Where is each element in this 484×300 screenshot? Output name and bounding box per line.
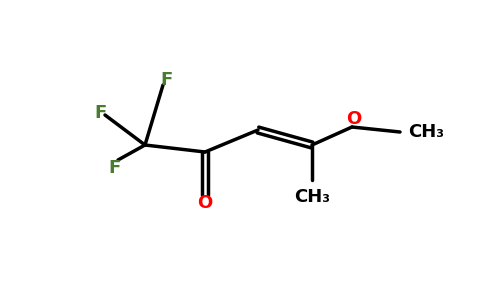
Text: F: F xyxy=(109,159,121,177)
Text: F: F xyxy=(160,71,172,89)
Text: O: O xyxy=(197,194,212,212)
Text: CH₃: CH₃ xyxy=(408,123,444,141)
Text: O: O xyxy=(347,110,362,128)
Text: CH₃: CH₃ xyxy=(294,188,330,206)
Text: F: F xyxy=(94,104,106,122)
